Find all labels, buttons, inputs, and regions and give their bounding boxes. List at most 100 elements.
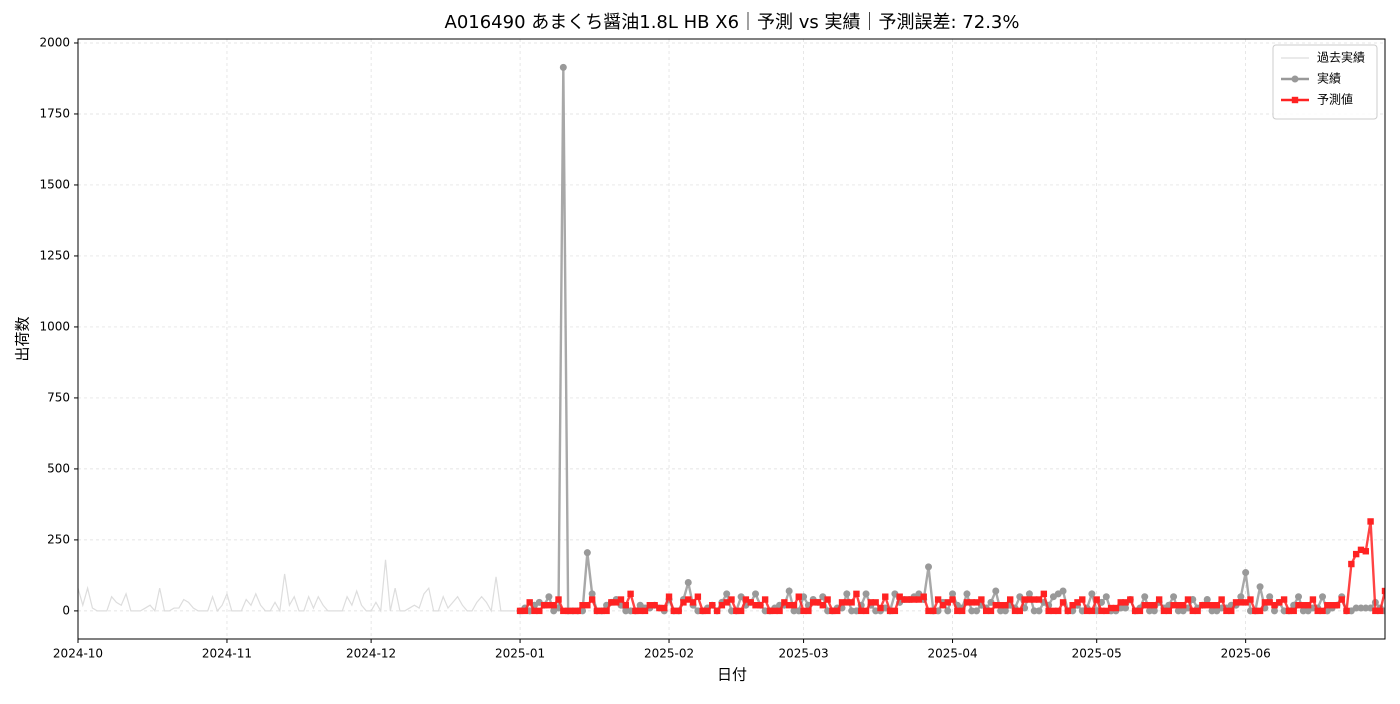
point <box>560 607 567 615</box>
point <box>1367 518 1374 525</box>
point <box>1179 602 1187 609</box>
point <box>896 593 903 600</box>
point <box>1208 602 1216 609</box>
point <box>680 599 687 606</box>
point <box>1304 602 1312 609</box>
point <box>992 602 999 609</box>
point <box>1059 599 1067 606</box>
y-axis-label: 出荷数 <box>14 316 32 361</box>
series-line <box>78 559 516 613</box>
point <box>1131 607 1139 615</box>
point <box>1035 607 1043 615</box>
point <box>934 596 942 603</box>
point <box>1300 602 1307 609</box>
point <box>920 593 927 600</box>
point <box>545 602 553 609</box>
point <box>675 607 682 615</box>
point <box>843 590 851 598</box>
point <box>930 607 937 615</box>
point <box>862 590 870 598</box>
point <box>1362 604 1370 612</box>
point <box>1117 599 1124 606</box>
point <box>1242 569 1250 577</box>
plot-frame <box>77 38 1386 640</box>
point <box>641 607 649 615</box>
x-tick-label: 2024-10 <box>53 647 103 661</box>
point <box>1155 596 1163 603</box>
point <box>1122 599 1129 606</box>
point <box>838 599 846 606</box>
point <box>1194 607 1201 615</box>
x-tick-label: 2025-06 <box>1221 647 1271 661</box>
point <box>1045 607 1052 615</box>
point <box>886 607 894 615</box>
legend-label: 実績 <box>1317 71 1341 86</box>
y-tick-label: 2000 <box>39 35 70 49</box>
point <box>1165 607 1172 615</box>
point <box>713 607 721 615</box>
point <box>949 590 957 598</box>
point <box>987 607 995 615</box>
point <box>588 590 596 598</box>
point <box>583 549 591 557</box>
point <box>1208 607 1216 615</box>
point <box>901 596 908 603</box>
point <box>1002 602 1009 609</box>
point <box>536 607 543 615</box>
point <box>1055 607 1062 615</box>
point <box>1103 607 1110 615</box>
point <box>776 607 783 615</box>
point <box>704 607 711 615</box>
point <box>1170 593 1178 601</box>
point <box>781 599 788 606</box>
point <box>559 63 567 71</box>
point <box>978 596 985 603</box>
point <box>848 607 856 615</box>
y-tick-label: 250 <box>47 532 70 546</box>
point <box>858 607 865 615</box>
point <box>843 599 851 606</box>
point <box>1079 596 1086 603</box>
point <box>1237 599 1245 606</box>
point <box>612 599 620 606</box>
point <box>824 596 831 603</box>
point <box>637 607 644 615</box>
y-tick-label: 1500 <box>39 177 70 191</box>
point <box>809 599 817 606</box>
point <box>1151 602 1158 609</box>
point <box>752 590 760 598</box>
y-tick-label: 500 <box>47 461 70 475</box>
point <box>737 607 745 615</box>
point <box>540 602 548 609</box>
point <box>1295 593 1303 601</box>
point <box>790 607 798 615</box>
point <box>742 596 750 603</box>
point <box>757 602 764 609</box>
point <box>1150 607 1158 615</box>
point <box>1381 587 1385 595</box>
point <box>819 602 826 609</box>
point <box>718 602 726 609</box>
point <box>1175 602 1182 609</box>
point <box>1324 602 1331 609</box>
point <box>1280 596 1288 603</box>
point <box>1266 593 1274 601</box>
point <box>1088 590 1096 598</box>
point <box>872 599 879 606</box>
point <box>526 599 533 606</box>
point <box>1271 602 1278 609</box>
point <box>1228 607 1235 615</box>
point <box>771 607 778 615</box>
point <box>617 596 625 603</box>
point <box>1204 602 1211 609</box>
point <box>944 607 952 615</box>
point <box>1102 593 1110 601</box>
point <box>574 607 581 615</box>
legend-marker <box>1291 75 1299 83</box>
point <box>1352 604 1360 612</box>
point <box>1270 607 1278 615</box>
point <box>997 602 1004 609</box>
point <box>1098 607 1105 615</box>
point <box>1299 607 1307 615</box>
